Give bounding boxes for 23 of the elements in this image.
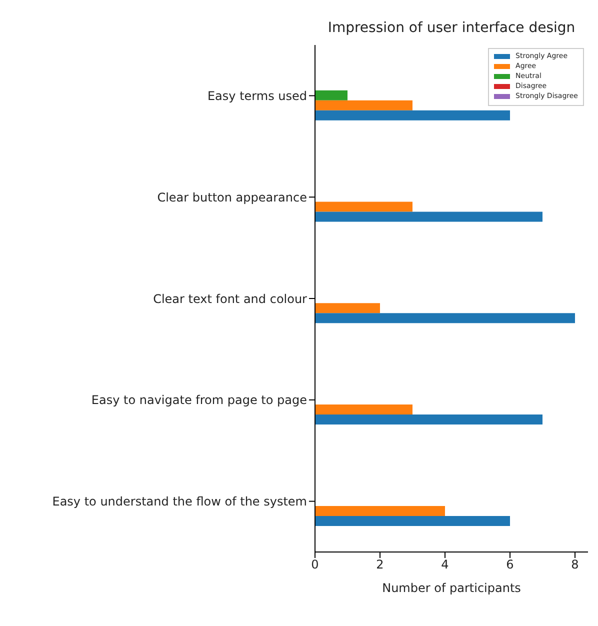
bar	[315, 202, 412, 212]
bar	[315, 313, 575, 324]
bar	[315, 516, 510, 526]
y-tick-label: Easy to understand the flow of the system	[52, 494, 307, 509]
x-tick-label: 6	[506, 558, 514, 572]
bar	[315, 414, 542, 425]
x-tick-label: 0	[311, 558, 319, 572]
bar	[315, 100, 412, 110]
y-tick-label: Clear button appearance	[157, 190, 307, 204]
bar	[315, 303, 380, 314]
y-tick-label: Clear text font and colour	[153, 292, 308, 306]
y-tick-label: Easy terms used	[207, 88, 307, 103]
x-tick-label: 2	[376, 558, 384, 572]
bar	[315, 506, 445, 516]
chart-title: Impression of user interface design	[326, 20, 576, 36]
x-tick-label: 4	[441, 558, 449, 572]
bar	[315, 110, 510, 120]
y-tick-label: Easy to navigate from page to page	[91, 393, 307, 408]
bar	[315, 212, 542, 222]
bar	[315, 90, 348, 100]
bar	[315, 404, 412, 415]
x-tick-label: 8	[571, 558, 579, 572]
x-axis-title: Number of participants	[382, 581, 521, 595]
